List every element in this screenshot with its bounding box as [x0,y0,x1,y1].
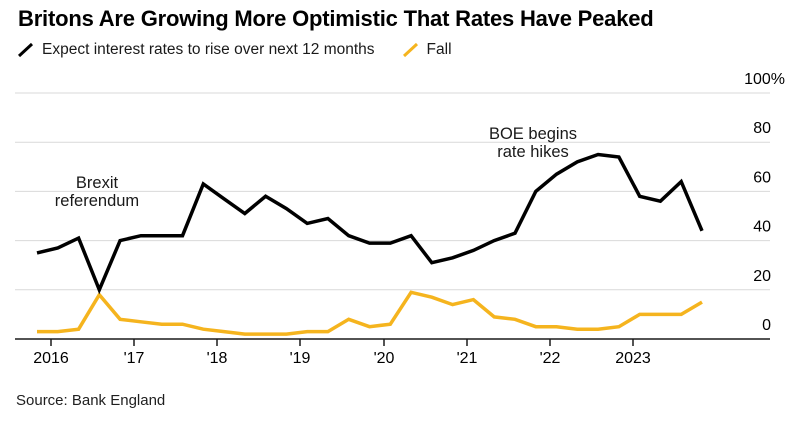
y-axis-tick-label: 40 [753,219,771,236]
y-axis-tick-label: 0 [762,317,771,334]
legend-item-fall: Fall [402,41,452,59]
x-axis-tick-label: '20 [374,350,395,367]
chart-annotation: Brexit referendum [55,174,139,210]
fall-line [37,290,703,336]
x-axis-tick-label: '17 [124,350,145,367]
x-axis-tick-label: 2023 [615,350,651,367]
x-axis-tick-label: '19 [290,350,311,367]
source-note: Source: Bank England [16,392,166,409]
rise-line [36,152,704,295]
fall-line-swatch-icon [402,42,419,58]
y-axis-tick-label: 60 [753,169,771,186]
chart-title: Britons Are Growing More Optimistic That… [18,6,654,31]
x-axis-tick-label: '22 [540,350,561,367]
y-axis-tick-label: 20 [753,268,771,285]
x-axis-tick-label: 2016 [33,350,69,367]
y-axis-tick-label: 100% [744,71,785,88]
x-axis-tick-label: '21 [457,350,478,367]
chart-annotation: BOE begins rate hikes [489,125,577,161]
legend-label-rise: Expect interest rates to rise over next … [42,41,375,58]
x-axis-tick-label: '18 [207,350,228,367]
chart-legend: Expect interest rates to rise over next … [17,41,452,59]
rise-line-swatch-icon [17,42,34,58]
legend-item-rise: Expect interest rates to rise over next … [17,41,375,59]
legend-label-fall: Fall [426,41,452,58]
y-axis-tick-label: 80 [753,120,771,137]
